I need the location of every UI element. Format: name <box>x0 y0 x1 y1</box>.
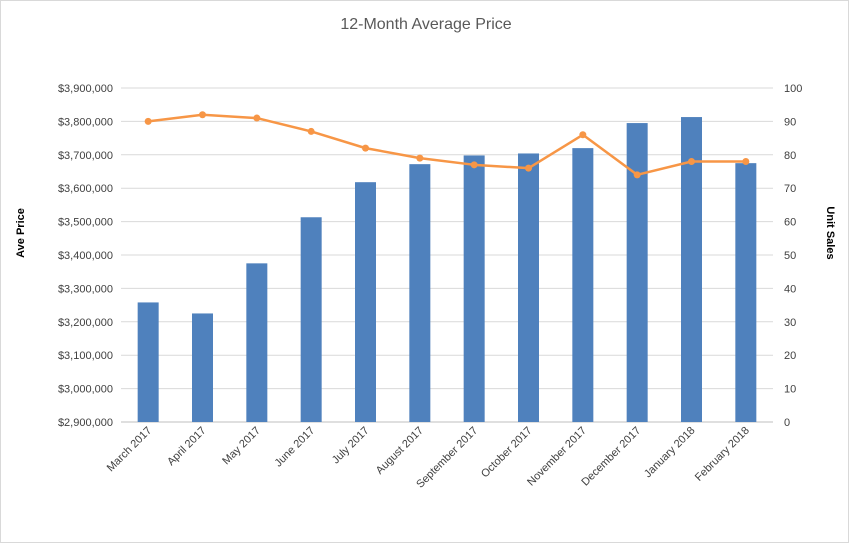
bar <box>137 302 159 422</box>
x-tick-label: January 2018 <box>642 425 698 481</box>
left-tick-label: $3,700,000 <box>58 150 113 162</box>
bar <box>355 182 376 422</box>
x-tick-label: December 2017 <box>579 425 643 489</box>
bar <box>463 155 485 422</box>
left-tick-label: $2,900,000 <box>58 417 113 429</box>
x-tick-label: February 2018 <box>693 425 752 484</box>
line-marker <box>470 161 478 169</box>
x-tick-label: October 2017 <box>479 425 535 481</box>
right-tick-label: 30 <box>784 317 796 329</box>
x-tick-label: April 2017 <box>165 425 209 469</box>
bar <box>626 123 648 422</box>
bar-layer <box>137 117 757 423</box>
bar <box>681 117 702 423</box>
line-marker <box>742 157 750 165</box>
left-tick-label: $3,600,000 <box>58 183 113 195</box>
left-tick-label: $3,300,000 <box>58 283 113 295</box>
x-tick-label: June 2017 <box>272 425 317 470</box>
bar <box>246 263 268 422</box>
bar <box>409 164 431 423</box>
left-tick-label: $3,000,000 <box>58 384 113 396</box>
x-axis-ticks: March 2017 April 2017 May 2017 June 2017 Jul… <box>105 425 752 491</box>
line-layer <box>144 111 750 179</box>
right-tick-label: 90 <box>784 116 796 128</box>
right-axis-ticks: 0 10 20 30 40 50 60 70 80 90 100 <box>784 83 802 429</box>
bar <box>518 153 539 423</box>
left-tick-label: $3,100,000 <box>58 350 113 362</box>
line-marker <box>307 127 315 135</box>
bar <box>572 148 594 422</box>
line-marker <box>416 154 424 162</box>
right-tick-label: 70 <box>784 183 796 195</box>
left-tick-label: $3,900,000 <box>58 83 113 95</box>
x-tick-label: August 2017 <box>374 425 426 477</box>
line-marker <box>144 117 152 125</box>
grid-layer <box>121 87 773 423</box>
x-tick-label: May 2017 <box>220 425 263 468</box>
right-tick-label: 0 <box>784 417 790 429</box>
left-tick-label: $3,500,000 <box>58 217 113 229</box>
left-axis-ticks: $2,900,000 $3,000,000 $3,100,000 $3,200,000… <box>58 83 113 429</box>
bar <box>735 163 757 422</box>
left-tick-label: $3,400,000 <box>58 250 113 262</box>
line-marker <box>579 131 587 139</box>
line-marker <box>688 157 695 165</box>
left-axis-title: Ave Price <box>15 208 27 258</box>
line-marker <box>525 164 532 172</box>
left-tick-label: $3,200,000 <box>58 317 113 329</box>
bar <box>300 217 322 422</box>
line-marker <box>633 171 641 179</box>
right-axis-title: Unit Sales <box>824 206 836 259</box>
line-marker <box>199 111 206 119</box>
x-tick-label: March 2017 <box>105 425 155 475</box>
right-tick-label: 40 <box>784 283 796 295</box>
right-tick-label: 50 <box>784 250 796 262</box>
left-tick-label: $3,800,000 <box>58 116 113 128</box>
right-tick-label: 80 <box>784 150 796 162</box>
right-tick-label: 60 <box>784 217 796 229</box>
x-tick-label: July 2017 <box>330 425 372 467</box>
line-marker <box>362 144 369 152</box>
right-tick-label: 100 <box>784 83 802 95</box>
right-tick-label: 20 <box>784 350 796 362</box>
unit-sales-line <box>148 113 746 177</box>
right-tick-label: 10 <box>784 384 796 396</box>
bar <box>192 313 213 422</box>
chart-title: 12-Month Average Price <box>340 16 511 33</box>
line-marker <box>253 114 261 122</box>
